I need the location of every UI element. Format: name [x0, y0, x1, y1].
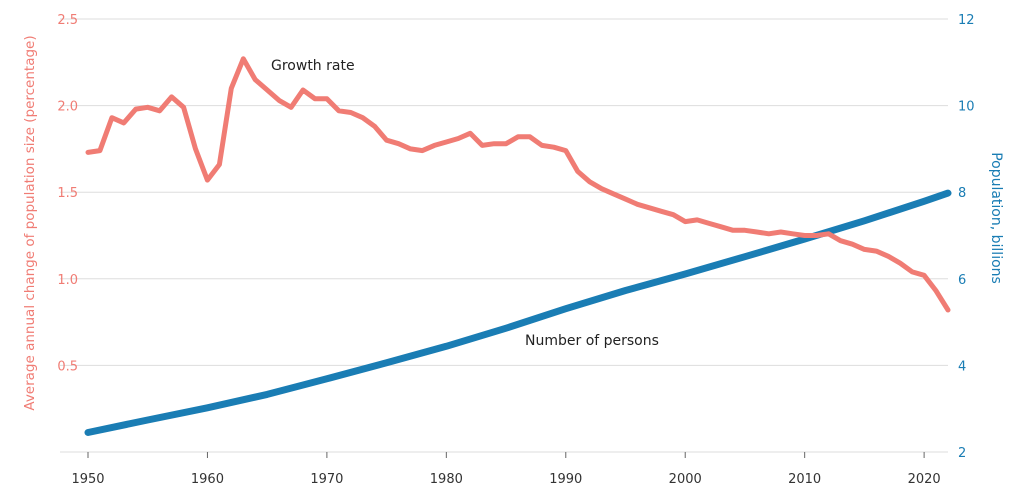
left-tick-label: 0.5: [57, 359, 78, 374]
left-tick-label: 2.5: [57, 13, 78, 28]
left-tick-label: 1.0: [57, 273, 78, 288]
population-line: [84, 189, 952, 436]
right-axis-ticks: 2 4 6 8 10 12: [958, 13, 975, 461]
gridlines: [60, 18, 948, 453]
x-tick-label: 2000: [669, 472, 702, 487]
x-axis-ticks: 1950 1960 1970 1980 1990 2000 2010 2020: [71, 452, 941, 487]
x-tick-label: 1950: [71, 472, 104, 487]
left-axis-ticks: 0.5 1.0 1.5 2.0 2.5: [57, 13, 78, 374]
right-tick-label: 10: [958, 100, 975, 115]
growth-rate-line: [85, 56, 951, 313]
right-tick-label: 6: [958, 273, 966, 288]
right-axis-title: Population, billions: [988, 152, 1004, 284]
x-tick-label: 1960: [191, 472, 224, 487]
right-tick-label: 8: [958, 186, 966, 201]
x-tick-label: 1970: [310, 472, 343, 487]
x-tick-label: 1990: [549, 472, 582, 487]
left-tick-label: 1.5: [57, 186, 78, 201]
growth-rate-annotation: Growth rate: [271, 58, 355, 74]
left-tick-label: 2.0: [57, 100, 78, 115]
right-tick-label: 12: [958, 13, 975, 28]
x-tick-label: 2020: [908, 472, 941, 487]
number-of-persons-annotation: Number of persons: [525, 333, 659, 349]
right-tick-label: 2: [958, 446, 966, 461]
x-tick-label: 2010: [788, 472, 821, 487]
right-tick-label: 4: [958, 359, 966, 374]
x-tick-label: 1980: [430, 472, 463, 487]
left-axis-title: Average annual change of population size…: [22, 35, 38, 410]
